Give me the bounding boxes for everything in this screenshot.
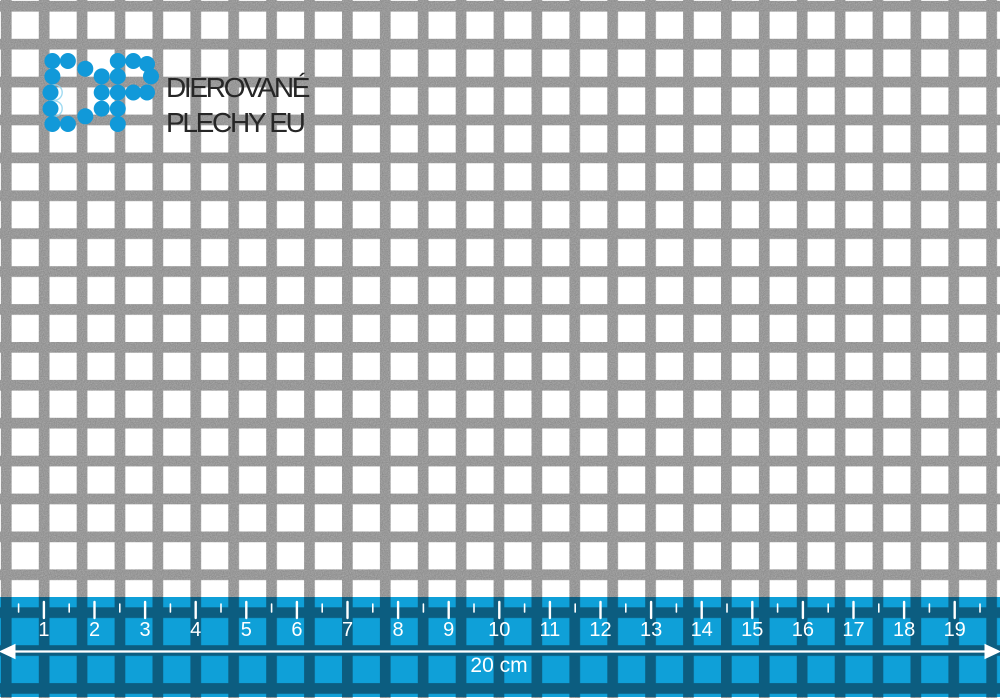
svg-text:18: 18	[893, 619, 915, 641]
svg-text:17: 17	[842, 619, 864, 641]
svg-text:5: 5	[241, 619, 252, 641]
svg-text:8: 8	[393, 619, 404, 641]
svg-text:16: 16	[792, 619, 814, 641]
svg-text:2: 2	[89, 619, 100, 641]
svg-text:7: 7	[342, 619, 353, 641]
svg-text:9: 9	[443, 619, 454, 641]
svg-text:13: 13	[640, 619, 662, 641]
svg-text:3: 3	[140, 619, 151, 641]
svg-text:4: 4	[190, 619, 201, 641]
svg-text:11: 11	[540, 619, 561, 641]
svg-text:19: 19	[944, 619, 966, 641]
svg-text:15: 15	[741, 619, 763, 641]
svg-text:6: 6	[291, 619, 302, 641]
svg-text:14: 14	[691, 619, 713, 641]
svg-text:10: 10	[488, 619, 510, 641]
svg-text:1: 1	[38, 619, 49, 641]
svg-text:20 cm: 20 cm	[470, 654, 527, 677]
svg-text:12: 12	[589, 619, 611, 641]
